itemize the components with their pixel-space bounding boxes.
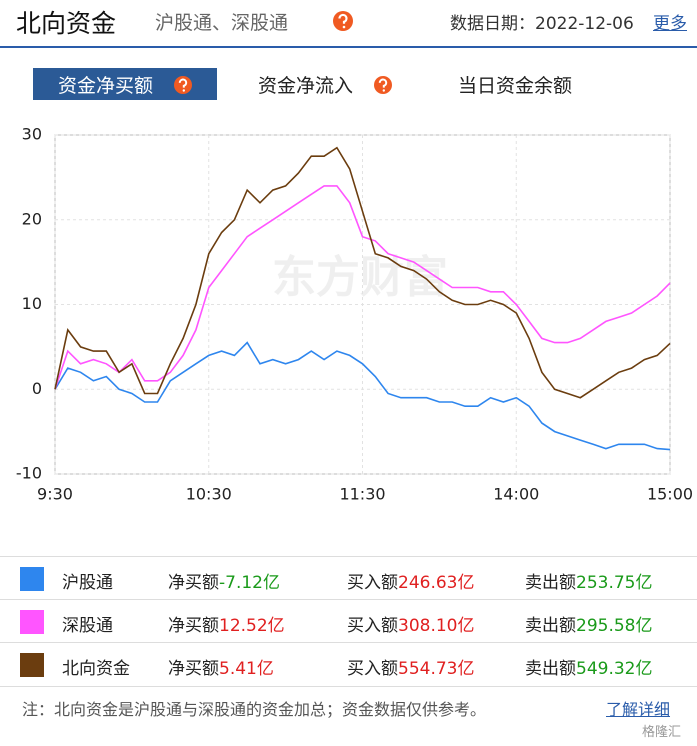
legend-swatch	[20, 567, 44, 591]
cell-label: 净买额	[168, 616, 219, 636]
watermark: 东方财富	[272, 252, 448, 303]
legend-label: 深股通	[62, 616, 113, 636]
y-tick-label: 30	[22, 125, 42, 144]
chart: 东方财富 -10 0 10 20 30 9:30 10:30 11:30 14:00 15:00	[16, 125, 693, 504]
title: 北向资金	[16, 9, 117, 38]
cell-value: 554.73亿	[398, 659, 475, 679]
cell-label: 卖出额	[525, 659, 576, 679]
legend-swatch	[20, 610, 44, 634]
cell-label: 买入额	[347, 573, 398, 593]
x-tick-label: 10:30	[186, 485, 232, 504]
cell-value: 308.10亿	[398, 616, 475, 636]
header-rule	[0, 46, 697, 48]
x-tick-label: 15:00	[647, 485, 693, 504]
corner-mark: 格隆汇	[642, 725, 682, 740]
more-link[interactable]: 更多	[653, 14, 687, 34]
date: 数据日期：2022-12-06	[450, 14, 634, 34]
cell-value: 549.32亿	[576, 659, 653, 679]
cell-value: 295.58亿	[576, 616, 653, 636]
legend-label: 沪股通	[62, 573, 113, 593]
cell-label: 卖出额	[525, 616, 576, 636]
tab[interactable]: 资金净流入	[258, 75, 354, 97]
x-tick-label: 9:30	[37, 485, 73, 504]
series-line	[54, 146, 671, 399]
series-line	[54, 341, 671, 451]
help-icon[interactable]	[173, 75, 193, 95]
series-line	[54, 185, 671, 390]
cell-label: 净买额	[168, 573, 219, 593]
tab[interactable]: 当日资金余额	[458, 75, 573, 97]
note-link[interactable]: 了解详细	[606, 700, 671, 719]
x-tick-label: 11:30	[339, 485, 385, 504]
cell-value: -7.12亿	[219, 573, 280, 593]
cell-value: 12.52亿	[219, 616, 285, 636]
y-tick-label: -10	[16, 464, 42, 483]
cell-value: 5.41亿	[219, 659, 274, 679]
legend-label: 北向资金	[62, 659, 130, 679]
cell-value: 253.75亿	[576, 573, 653, 593]
table-row: 北向资金 净买额 5.41亿 买入额 554.73亿 卖出额 549.32亿	[0, 642, 697, 687]
tab[interactable]: 资金净买额	[58, 75, 154, 97]
cell-label: 买入额	[347, 659, 398, 679]
note: 注：北向资金是沪股通与深股通的资金加总；资金数据仅供参考。	[22, 700, 487, 719]
y-tick-label: 20	[22, 209, 42, 228]
legend-swatch	[20, 653, 44, 677]
help-icon[interactable]	[332, 10, 354, 32]
help-icon[interactable]	[373, 75, 393, 95]
table-row: 深股通 净买额 12.52亿 买入额 308.10亿 卖出额 295.58亿	[0, 599, 697, 643]
y-tick-label: 10	[22, 294, 42, 313]
x-tick-label: 14:00	[493, 485, 539, 504]
table-row: 沪股通 净买额 -7.12亿 买入额 246.63亿 卖出额 253.75亿	[0, 556, 697, 600]
subtitle: 沪股通、深股通	[155, 12, 289, 34]
cell-label: 卖出额	[525, 573, 576, 593]
cell-label: 净买额	[168, 659, 219, 679]
cell-value: 246.63亿	[398, 573, 475, 593]
cell-label: 买入额	[347, 616, 398, 636]
y-tick-label: 0	[32, 379, 42, 398]
